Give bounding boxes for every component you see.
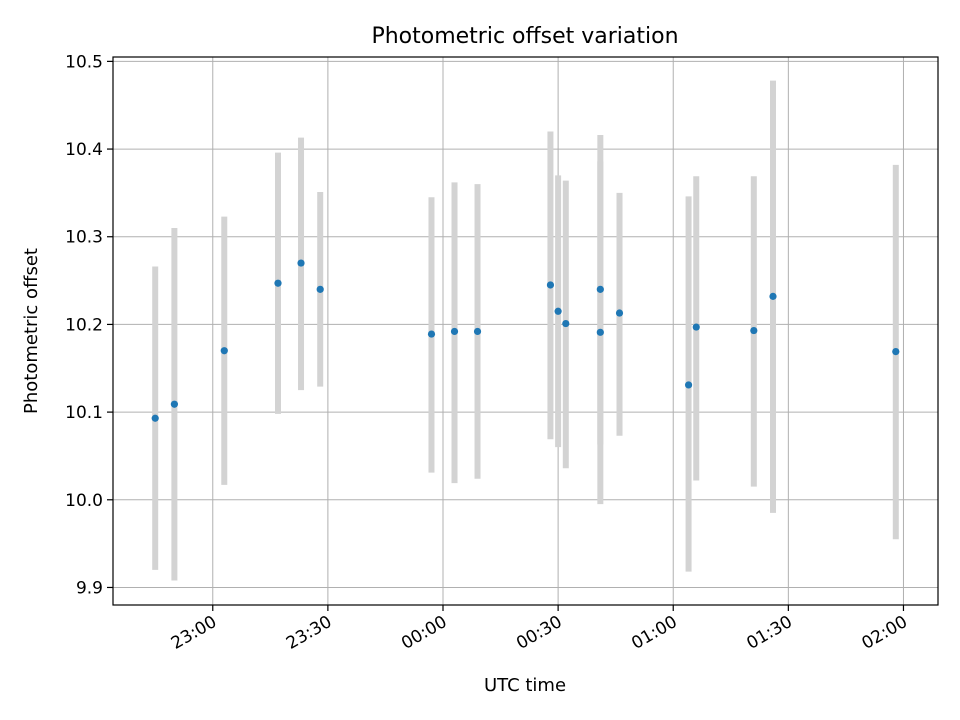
chart-title: Photometric offset variation [371,24,678,49]
x-tick-label: 00:30 [513,612,565,654]
data-point [684,381,693,389]
data-point [170,400,178,408]
data-point [892,348,900,356]
data-point [546,281,555,289]
x-tick-label: 23:30 [283,612,335,654]
tick-layer: 9.9 10.0 10.1 10.2 10.3 10.4 10.5 23:00 23:30 00:… [65,52,911,653]
data-point [562,319,570,328]
data-point [750,326,758,335]
y-tick-label: 10.4 [65,140,103,160]
y-tick-label: 10.2 [65,315,103,335]
plot-frame [112,56,939,606]
data-point [220,347,228,355]
x-tick-label: 00:00 [398,612,450,654]
point-layer [151,259,900,422]
data-point [316,285,324,293]
y-tick-label: 10.5 [65,52,103,72]
y-tick-label: 10.3 [65,228,103,248]
data-point [450,327,459,336]
data-point [596,328,604,336]
y-axis-label: Photometric offset [21,248,42,414]
data-point [596,285,604,293]
y-tick-label: 9.9 [76,578,103,598]
y-tick-label: 10.0 [65,491,103,511]
data-point [769,292,777,300]
errorbar-layer [152,80,899,581]
data-point [274,279,282,287]
data-point [615,309,624,317]
data-point [427,330,436,338]
data-point [473,327,482,336]
x-tick-label: 02:00 [859,612,911,654]
grid-layer [113,57,938,605]
x-tick-label: 01:30 [743,612,795,654]
data-point [554,307,562,315]
y-tick-label: 10.1 [65,403,103,423]
x-axis-label: UTC time [484,675,566,696]
data-point [692,323,700,331]
x-tick-label: 01:00 [628,612,680,654]
data-point [151,414,159,422]
x-tick-label: 23:00 [168,612,220,654]
data-point [297,259,305,267]
